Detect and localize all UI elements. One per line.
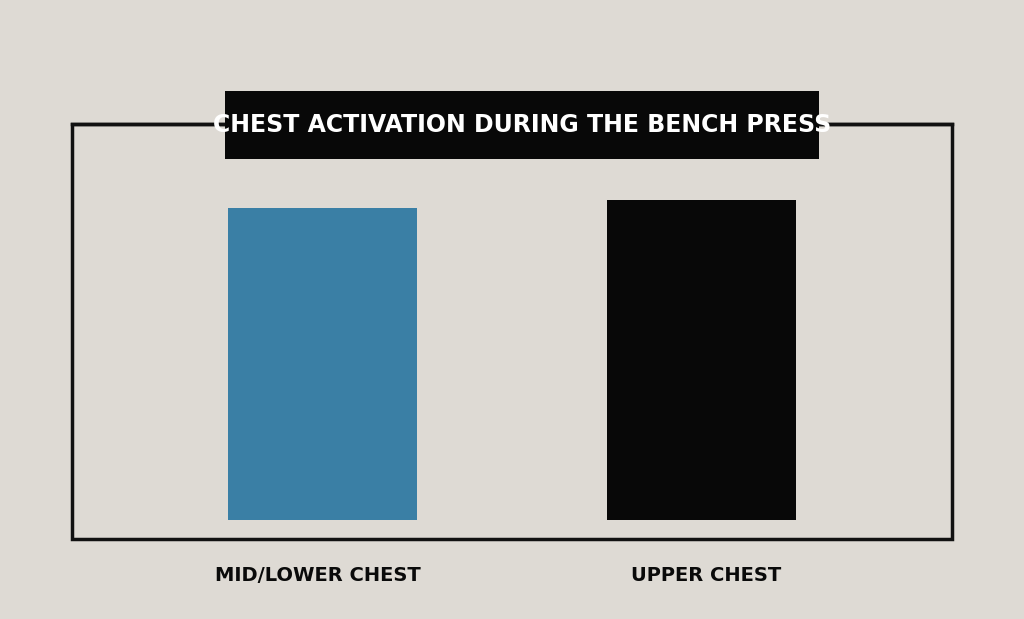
Text: CHEST ACTIVATION DURING THE BENCH PRESS: CHEST ACTIVATION DURING THE BENCH PRESS (213, 113, 831, 137)
Text: MID/LOWER CHEST: MID/LOWER CHEST (215, 566, 421, 585)
Text: UPPER CHEST: UPPER CHEST (631, 566, 781, 585)
Bar (606, 200, 796, 520)
Bar (228, 208, 418, 520)
